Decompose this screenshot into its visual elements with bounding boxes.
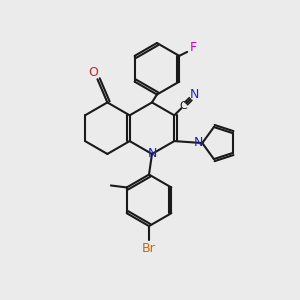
Text: Br: Br [142, 242, 156, 255]
Text: N: N [147, 148, 157, 160]
Text: N: N [194, 136, 203, 148]
Text: N: N [190, 88, 199, 100]
Text: O: O [88, 66, 98, 79]
Text: F: F [190, 41, 197, 55]
Text: C: C [179, 101, 187, 111]
